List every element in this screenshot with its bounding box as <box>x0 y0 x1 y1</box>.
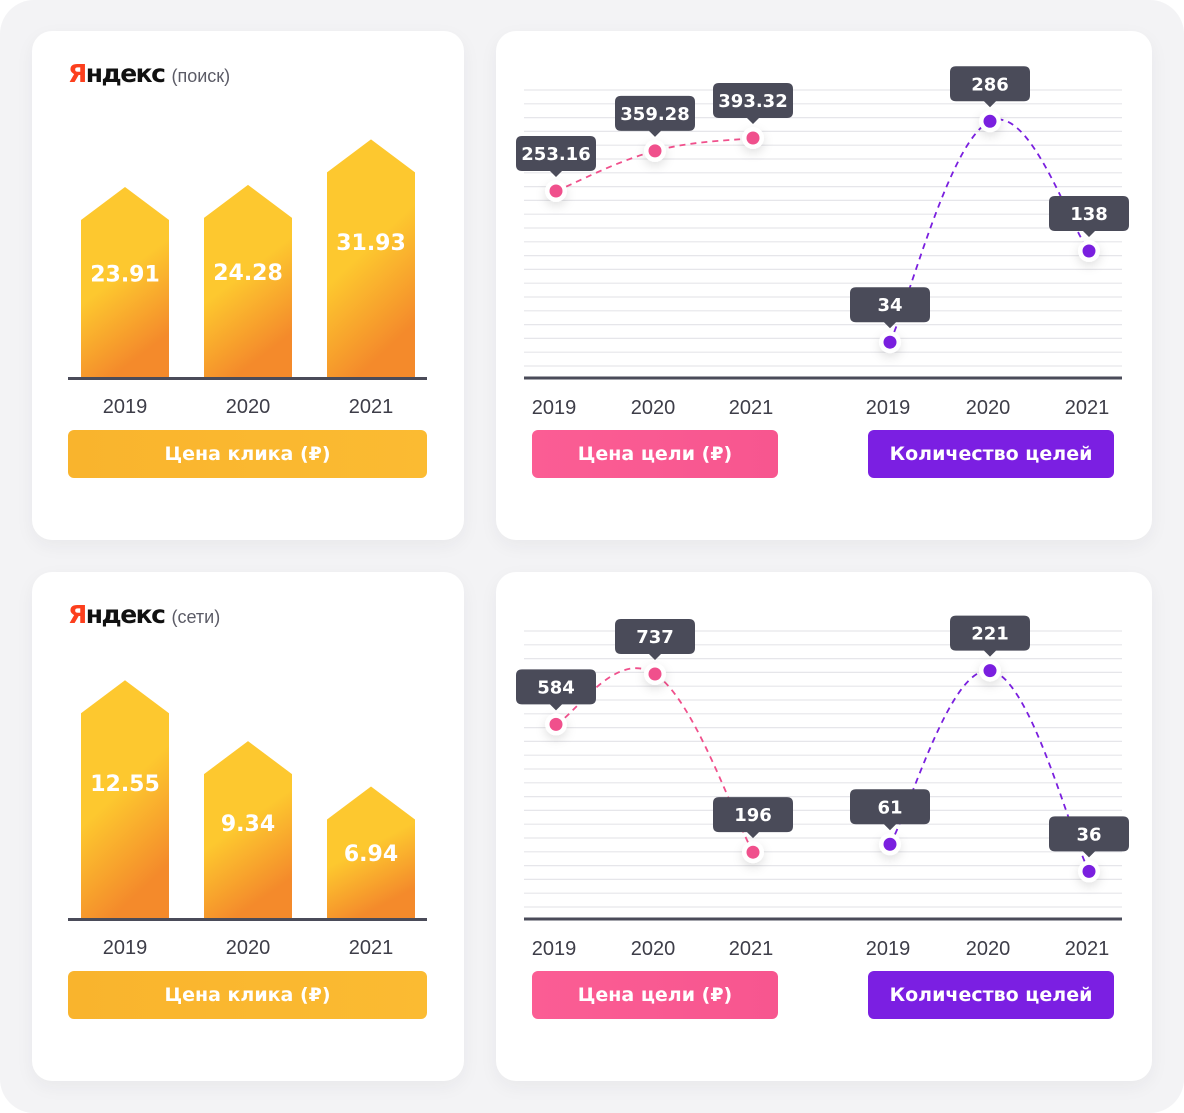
goal-count-point <box>883 335 897 349</box>
goal-count-tooltip-value: 36 <box>1076 824 1101 845</box>
goal-count-point <box>983 664 997 678</box>
goal-cost-tooltip-value: 393.32 <box>718 91 787 112</box>
goal-count-point <box>983 114 997 128</box>
goal-count-tooltip-value: 34 <box>877 295 902 316</box>
bar-value-label: 24.28 <box>213 261 283 286</box>
x-tick-label: 2021 <box>1065 397 1110 419</box>
brand-subtitle: (поиск) <box>171 66 231 86</box>
cpc-legend-button[interactable]: Цена клика (₽) <box>68 430 427 478</box>
bar-2021 <box>327 139 415 377</box>
bar-2019 <box>81 187 169 377</box>
bar-value-label: 31.93 <box>336 231 406 256</box>
yandex-logo: Яндекс <box>68 600 166 629</box>
goal-cost-point <box>648 667 662 681</box>
brand-header: Яндекс (сети) <box>68 600 220 634</box>
x-tick-label: 2019 <box>103 937 148 959</box>
goal-cost-tooltip <box>615 619 695 661</box>
goal-cost-legend-button[interactable]: Цена цели (₽) <box>532 971 778 1019</box>
x-tick-label: 2020 <box>966 397 1011 419</box>
goal-count-legend-button[interactable]: Количество целей <box>868 971 1114 1019</box>
network-goals-card: 584 2019 737 2020 196 2021 61 2019 221 2020 36 2021… <box>496 572 1152 1081</box>
goal-cost-point <box>549 184 563 198</box>
goal-count-tooltip <box>950 66 1030 108</box>
goal-cost-point <box>648 144 662 158</box>
goal-count-tooltip-value: 61 <box>877 797 902 818</box>
goal-count-tooltip-value: 221 <box>971 624 1009 645</box>
x-tick-label: 2021 <box>1065 938 1110 960</box>
goal-count-point <box>1082 864 1096 878</box>
x-tick-label: 2019 <box>532 397 577 419</box>
x-tick-label: 2019 <box>532 938 577 960</box>
x-tick-label: 2020 <box>966 938 1011 960</box>
goal-cost-point <box>746 845 760 859</box>
goal-count-tooltip <box>850 287 930 329</box>
bar-chart-search: 23.91 2019 24.28 2020 31.93 2021 <box>68 139 427 418</box>
bar-2020 <box>204 184 292 377</box>
goal-count-tooltip <box>1049 196 1129 238</box>
goal-cost-series-line <box>555 137 754 192</box>
goal-cost-legend-button[interactable]: Цена цели (₽) <box>532 430 778 478</box>
bar-value-label: 6.94 <box>344 842 398 867</box>
bar-value-label: 23.91 <box>90 262 160 287</box>
line-chart-search: 253.16 2019 359.28 2020 393.32 2021 34 2019 286 2… <box>516 66 1129 419</box>
bar-value-label: 9.34 <box>221 812 275 837</box>
brand-subtitle: (сети) <box>171 607 221 627</box>
bar-value-label: 12.55 <box>90 772 160 797</box>
x-tick-label: 2019 <box>866 397 911 419</box>
x-tick-label: 2019 <box>866 938 911 960</box>
x-tick-label: 2021 <box>729 397 774 419</box>
goal-cost-tooltip-value: 584 <box>537 677 575 698</box>
goal-cost-point <box>746 131 760 145</box>
network-cpc-card: Яндекс (сети) 12.55 2019 9.34 2020 6.94 2021 … <box>32 572 464 1081</box>
x-tick-label: 2021 <box>349 937 394 959</box>
goal-cost-tooltip-value: 359.28 <box>620 104 689 125</box>
goal-cost-tooltip-value: 737 <box>636 627 674 648</box>
goal-count-point <box>883 837 897 851</box>
goal-cost-tooltip <box>516 669 596 711</box>
goal-cost-tooltip <box>713 797 793 839</box>
goal-cost-tooltip <box>713 82 793 124</box>
cpc-legend-button[interactable]: Цена клика (₽) <box>68 971 427 1019</box>
line-chart-network: 584 2019 737 2020 196 2021 61 2019 221 2020 36 2021 <box>516 615 1129 960</box>
x-tick-label: 2021 <box>729 938 774 960</box>
goal-cost-tooltip <box>615 95 695 137</box>
goal-cost-point <box>549 717 563 731</box>
goal-count-tooltip-value: 286 <box>971 74 1009 95</box>
goal-cost-tooltip-value: 196 <box>734 805 772 826</box>
bar-2020 <box>204 741 292 918</box>
bar-chart-network: 12.55 2019 9.34 2020 6.94 2021 <box>68 680 427 959</box>
bar-2019 <box>81 680 169 918</box>
goal-count-point <box>1082 244 1096 258</box>
goal-count-tooltip-value: 138 <box>1070 204 1108 225</box>
x-tick-label: 2020 <box>631 938 676 960</box>
x-tick-label: 2020 <box>226 396 271 418</box>
brand-header: Яндекс (поиск) <box>68 59 230 93</box>
x-tick-label: 2020 <box>631 397 676 419</box>
x-tick-label: 2021 <box>349 396 394 418</box>
yandex-logo-first-letter: Я <box>68 600 87 629</box>
goal-count-series-line <box>889 669 1090 872</box>
bar-2021 <box>327 786 415 918</box>
search-cpc-card: Яндекс (поиск) 23.91 2019 24.28 2020 31.93 20… <box>32 31 464 540</box>
yandex-logo-rest: ндекс <box>85 600 166 629</box>
goal-cost-tooltip <box>516 135 596 177</box>
search-goals-card: 253.16 2019 359.28 2020 393.32 2021 34 2019 286 2… <box>496 31 1152 540</box>
goal-count-tooltip <box>850 789 930 831</box>
goal-count-legend-button[interactable]: Количество целей <box>868 430 1114 478</box>
goal-count-tooltip <box>950 615 1030 657</box>
goal-cost-tooltip-value: 253.16 <box>521 144 590 165</box>
yandex-logo: Яндекс <box>68 59 166 88</box>
x-tick-label: 2019 <box>103 396 148 418</box>
yandex-logo-first-letter: Я <box>68 59 87 88</box>
x-tick-label: 2020 <box>226 937 271 959</box>
yandex-logo-rest: ндекс <box>85 59 166 88</box>
goal-count-tooltip <box>1049 816 1129 858</box>
